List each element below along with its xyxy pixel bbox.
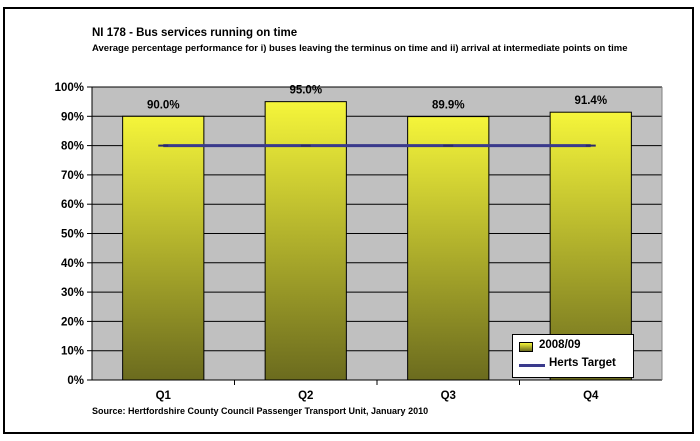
legend-line-target <box>519 364 545 367</box>
x-axis-ticks: Q1 Q2 Q3 Q4 <box>156 380 599 402</box>
y-tick-label: 90% <box>61 111 84 123</box>
y-tick-label: 40% <box>61 258 84 270</box>
chart-title: NI 178 - Bus services running on time <box>92 27 298 39</box>
legend: 2008/09 Herts Target <box>512 334 634 378</box>
y-tick-label: 20% <box>61 316 84 328</box>
bar <box>407 116 490 381</box>
data-label: 91.4% <box>574 95 607 107</box>
y-tick-label: 10% <box>61 346 84 358</box>
y-tick-label: 80% <box>61 141 84 153</box>
chart-subtitle: Average percentage performance for i) bu… <box>92 43 628 54</box>
legend-label-bars: 2008/09 <box>539 339 581 351</box>
legend-item-target: Herts Target <box>519 357 629 373</box>
y-tick-label: 50% <box>61 229 84 241</box>
bars <box>122 101 632 381</box>
bar <box>264 101 347 381</box>
x-tick-label: Q1 <box>156 390 172 402</box>
y-tick-label: 0% <box>67 375 84 387</box>
x-tick-label: Q2 <box>298 390 313 402</box>
chart-source: Source: Hertfordshire County Council Pas… <box>92 406 429 416</box>
x-tick-label: Q3 <box>441 390 456 402</box>
y-axis-ticks: 0% 10% 20% 30% 40% 50% 60% 70% 80% 90% 100% <box>55 82 92 387</box>
data-label: 89.9% <box>432 100 465 112</box>
data-label: 90.0% <box>147 99 180 111</box>
legend-swatch-bars <box>519 342 533 352</box>
y-tick-label: 30% <box>61 287 84 299</box>
x-tick-label: Q4 <box>583 390 599 402</box>
legend-label-target: Herts Target <box>549 357 616 369</box>
data-label: 95.0% <box>289 85 322 97</box>
y-tick-label: 70% <box>61 170 84 182</box>
y-tick-label: 100% <box>55 82 84 94</box>
data-labels: 90.0% 95.0% 89.9% 91.4% <box>147 85 607 112</box>
y-tick-label: 60% <box>61 199 84 211</box>
legend-item-bars: 2008/09 <box>519 339 629 355</box>
axes <box>91 87 663 381</box>
bar <box>122 115 205 381</box>
